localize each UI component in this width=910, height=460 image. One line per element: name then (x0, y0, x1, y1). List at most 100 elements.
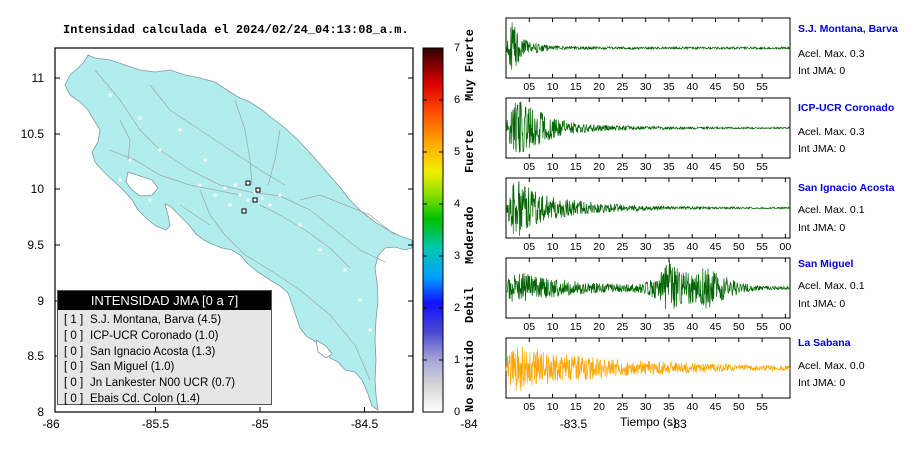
map-title: Intensidad calculada el 2024/02/24_04:13… (63, 23, 409, 37)
seismogram-tick-label: 40 (686, 161, 698, 173)
colorbar-number-2: 2 (454, 302, 461, 314)
map-y-tick-label: 9 (37, 294, 44, 308)
seismogram-tick-label: 55 (756, 81, 768, 93)
seismogram-tick-label: 15 (570, 401, 582, 413)
station-int-2: Int JMA: 0 (798, 143, 846, 155)
seismogram-tick-label: 30 (640, 241, 652, 253)
seismogram-tick-label: 35 (663, 81, 675, 93)
seismogram-tick-label: 30 (640, 401, 652, 413)
seismogram-tick-label: 50 (733, 401, 745, 413)
nicoya-gulf (125, 171, 159, 197)
seismogram-tick-label: 05 (523, 241, 535, 253)
legend-list: [ 1 ] S.J. Montana, Barva (4.5) [ 0 ] ICP-… (58, 310, 271, 408)
map-y-tick-label: 11 (32, 71, 45, 85)
seismogram-tick-label: 50 (733, 161, 745, 173)
seismogram-tick-label: 05 (523, 321, 535, 333)
map-x-tick-label: -85.5 (142, 417, 170, 431)
map-y-tick-label: 10.5 (21, 127, 45, 141)
seismogram-tick-label: 05 (523, 401, 535, 413)
map-y-tick-label: 9.5 (27, 238, 44, 252)
seismogram-trace (506, 101, 791, 153)
seismogram-tick-label: 45 (710, 81, 722, 93)
seismogram-tick-label: 25 (617, 161, 629, 173)
legend-item-level: [ 1 ] (64, 314, 84, 326)
seismogram-tick-label: 55 (756, 161, 768, 173)
legend-item: [ 0 ] San Ignacio Acosta (1.3) (64, 345, 271, 361)
seismogram-panel: 05 10 15 20 25 30 35 40 45 50 55 00 (505, 177, 792, 253)
map-y-tick-label: 10 (31, 182, 45, 196)
seismogram-tick-label: 40 (686, 401, 698, 413)
seismogram-tick-label: 50 (733, 241, 745, 253)
seismogram-tick-label: 50 (733, 81, 745, 93)
station-name-5: La Sabana (798, 337, 851, 349)
seismogram-tick-label: 20 (593, 161, 605, 173)
seismogram-tick-label: 40 (686, 241, 698, 253)
station-acel-2: Acel. Max. 0.3 (798, 126, 865, 138)
legend-item-level: [ 0 ] (64, 329, 84, 342)
seismogram-tick-label: 20 (593, 241, 605, 253)
colorbar-number-4: 4 (454, 198, 461, 210)
intensity-legend: INTENSIDAD JMA [0 a 7] [ 1 ] S.J. Montana… (57, 290, 272, 405)
seismogram-tick-label: 45 (710, 321, 722, 333)
legend-item-label: San Miguel (1.0) (90, 361, 175, 374)
legend-item-label: S.J. Montana, Barva (4.5) (90, 314, 222, 326)
map-y-tick-label: 8.5 (27, 349, 44, 363)
map-x-tick-label: -84 (460, 417, 478, 431)
seismogram-tick-label: 55 (756, 401, 768, 413)
seismogram-tick-label: 30 (640, 81, 652, 93)
seismogram-tick-label: 10 (547, 241, 559, 253)
station-int-1: Int JMA: 0 (798, 65, 846, 77)
legend-item-label: San Ignacio Acosta (1.3) (90, 345, 216, 358)
colorbar-label-no-sentido: No sentido (463, 339, 477, 412)
seismogram-tick-label: 10 (547, 321, 559, 333)
map-y-axis: 11 10.5 10 9.5 9 8.5 8 (21, 71, 413, 419)
seismogram-tick-label: 10 (547, 161, 559, 173)
colorbar-label-muy-fuerte: Muy Fuerte (463, 28, 477, 101)
colorbar-number-1: 1 (454, 354, 461, 366)
colorbar-label-moderado: Moderado (463, 206, 477, 264)
map-x-tick-label: -86 (42, 417, 60, 431)
seismogram-tick-label: 20 (593, 401, 605, 413)
seismogram-tick-label: 10 (547, 81, 559, 93)
map-y-tick-label: 8 (37, 405, 44, 419)
seismogram-trace (505, 181, 791, 236)
map-x-tick-label: -83 (669, 417, 687, 431)
seismogram-tick-label: 00 (780, 241, 792, 253)
seismogram-tick-label: 10 (547, 401, 559, 413)
seismogram-tick-label: 20 (593, 321, 605, 333)
seismogram-tick-label: 15 (570, 161, 582, 173)
seismogram-tick-label: 15 (570, 81, 582, 93)
seismogram-tick-label: 35 (663, 241, 675, 253)
seismogram-tick-label: 30 (640, 161, 652, 173)
station-name-4: San Miguel (798, 258, 854, 270)
seismogram-panels: 05 10 15 20 25 30 35 40 45 50 55 05 10 15 20 25 30 35 40 45… (505, 17, 792, 413)
seismogram-tick-label: 35 (663, 321, 675, 333)
colorbar-number-7: 7 (454, 42, 461, 54)
station-name-1: S.J. Montana, Barva (798, 23, 898, 35)
colorbar-ticks (423, 47, 443, 413)
colorbar-number-6: 6 (454, 94, 461, 106)
map-x-tick-label: -84.5 (351, 417, 379, 431)
seismogram-tick-label: 55 (756, 321, 768, 333)
colorbar-gradient (422, 47, 444, 413)
legend-item-label: Ebais Cd. Colon (1.4) (90, 392, 200, 405)
legend-item: [ 0 ] San Miguel (1.0) (64, 360, 271, 376)
colorbar-label-debil: Debil (463, 287, 477, 324)
seismogram-tick-label: 20 (593, 81, 605, 93)
town-markers (108, 93, 372, 332)
road-network (94, 69, 396, 381)
colorbar-label-fuerte: Fuerte (463, 129, 477, 173)
seismogram-tick-label: 00 (780, 321, 792, 333)
seismogram-panel: 05 10 15 20 25 30 35 40 45 50 55 00 (505, 257, 792, 333)
legend-item-level: [ 0 ] (64, 345, 84, 358)
map-frame (54, 47, 414, 413)
station-name-2: ICP-UCR Coronado (798, 102, 895, 114)
colorbar-number-5: 5 (454, 146, 461, 158)
seismogram-tick-label: 55 (756, 241, 768, 253)
legend-item-level: [ 0 ] (64, 377, 84, 390)
seismogram-tick-label: 45 (710, 401, 722, 413)
seismogram-tick-label: 45 (710, 161, 722, 173)
seismogram-tick-label: 35 (663, 161, 675, 173)
seismogram-tick-label: 05 (523, 81, 535, 93)
seismogram-panel: 05 10 15 20 25 30 35 40 45 50 55 (505, 17, 791, 93)
